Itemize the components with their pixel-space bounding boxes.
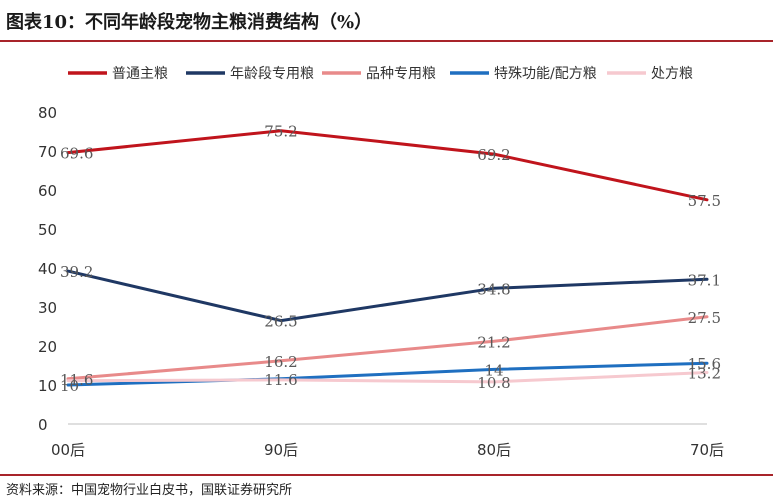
data-point — [705, 315, 709, 318]
data-point — [279, 359, 283, 363]
y-tick-label: 50 — [38, 221, 57, 239]
data-point — [66, 151, 70, 154]
y-tick-label: 0 — [38, 416, 48, 434]
data-point — [279, 378, 283, 382]
data-label: 69.2 — [477, 146, 510, 164]
series-line — [66, 129, 709, 202]
data-point — [705, 361, 709, 365]
y-tick-label: 30 — [38, 299, 57, 317]
data-label: 15.6 — [688, 355, 721, 373]
data-label: 26.5 — [264, 313, 297, 331]
legend-label: 特殊功能/配方粮 — [494, 66, 597, 82]
legend-label: 处方粮 — [651, 66, 693, 82]
data-point — [492, 368, 496, 371]
data-label: 21.2 — [477, 333, 510, 351]
footer-divider — [0, 474, 773, 476]
data-point — [492, 287, 496, 290]
data-label: 13.2 — [688, 365, 721, 383]
data-point — [279, 319, 283, 322]
y-tick-label: 80 — [38, 104, 57, 122]
data-label: 37.1 — [688, 271, 721, 289]
x-tick-label: 70后 — [690, 441, 724, 459]
data-label: 14 — [484, 361, 503, 379]
y-tick-label: 20 — [38, 338, 57, 356]
line-chart: 0 10 20 30 40 50 60 70 80 00后 90后 80后 70后 普通主粮 年龄段专用粮 品… — [38, 66, 724, 459]
data-point — [66, 379, 70, 382]
data-label: 69.6 — [60, 145, 93, 163]
data-point — [492, 152, 496, 156]
legend-label: 普通主粮 — [112, 66, 168, 82]
data-label: 10 — [60, 377, 79, 395]
y-tick-label: 10 — [38, 377, 57, 395]
data-point — [492, 340, 496, 343]
legend-label: 品种专用粮 — [366, 66, 436, 82]
series-line — [66, 361, 709, 387]
data-label: 27.5 — [688, 309, 721, 327]
data-label: 11.6 — [264, 371, 297, 389]
chart-title: 图表10：不同年龄段宠物主粮消费结构（%） — [6, 12, 373, 33]
source-note: 资料来源：中国宠物行业白皮书，国联证券研究所 — [6, 483, 293, 498]
x-tick-label: 90后 — [264, 441, 298, 459]
title-divider — [0, 40, 773, 42]
legend-label: 年龄段专用粮 — [230, 66, 314, 82]
data-point — [705, 278, 709, 281]
data-point — [705, 371, 709, 374]
series-line — [66, 315, 709, 381]
data-label: 16.2 — [264, 353, 297, 371]
data-point — [279, 129, 283, 132]
data-label: 34.8 — [477, 280, 510, 298]
data-point — [66, 383, 70, 387]
series-line — [66, 371, 709, 384]
data-point — [492, 380, 496, 384]
series-line — [66, 269, 709, 323]
y-tick-label: 40 — [38, 260, 57, 278]
data-label: 75.2 — [264, 123, 297, 141]
x-tick-label: 00后 — [51, 441, 85, 459]
data-label: 10.8 — [477, 374, 510, 392]
title-bar: 图表10：不同年龄段宠物主粮消费结构（%） — [0, 0, 773, 40]
data-label: 11.6 — [60, 371, 93, 389]
data-point — [66, 269, 70, 273]
x-tick-label: 80后 — [477, 441, 511, 459]
y-tick-label: 60 — [38, 182, 57, 200]
y-tick-label: 70 — [38, 143, 57, 161]
data-point — [705, 198, 709, 201]
data-label: 57.5 — [688, 192, 721, 210]
data-label: 39.2 — [60, 263, 93, 281]
